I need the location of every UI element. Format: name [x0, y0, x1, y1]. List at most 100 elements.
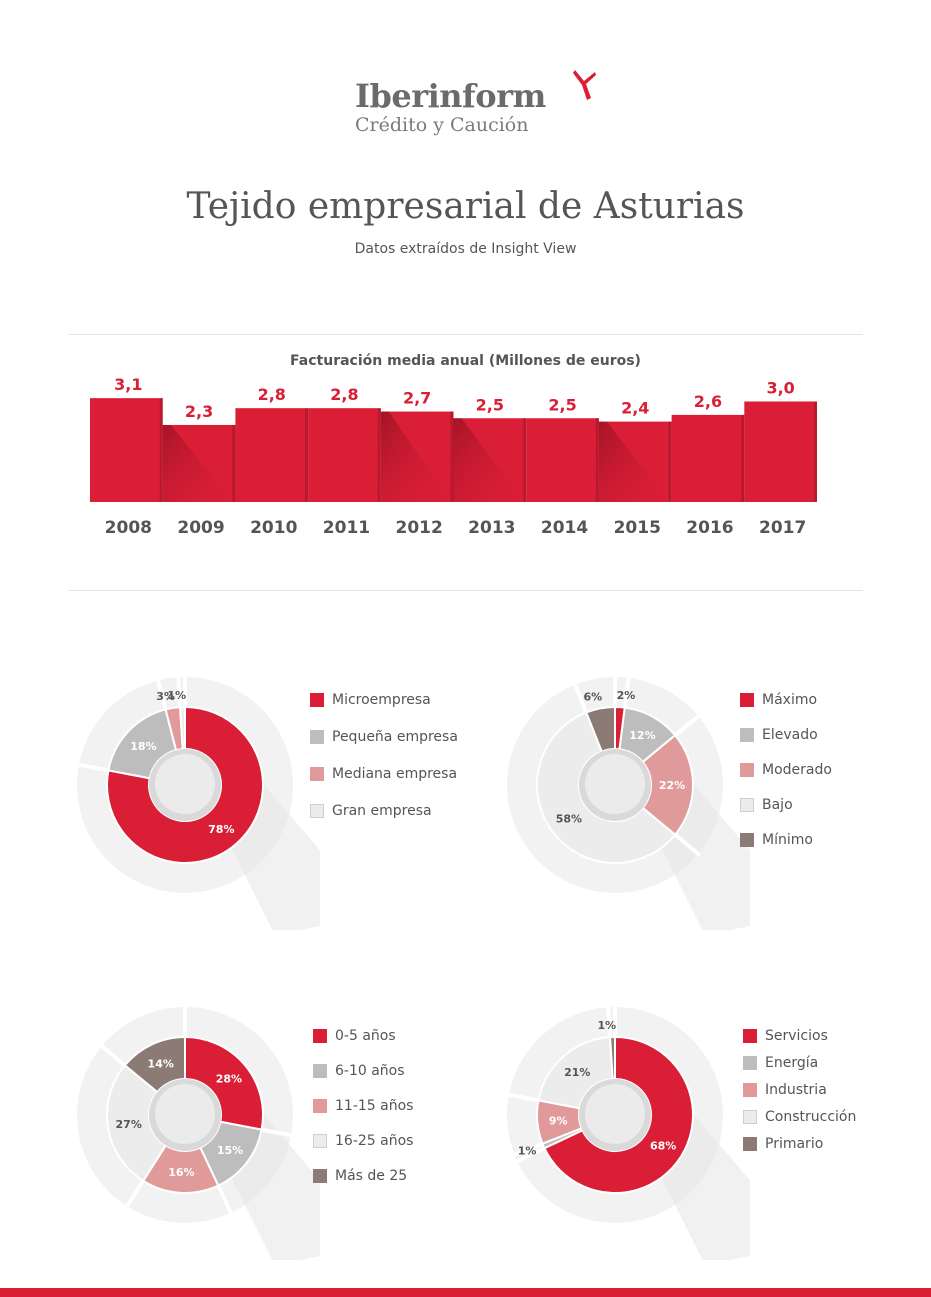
bar-category-label: 2014: [541, 518, 588, 538]
bar-category-label: 2011: [323, 518, 370, 538]
donut-value-label: 9%: [549, 1114, 568, 1127]
bar-value-label: 2,6: [694, 392, 722, 411]
legend-swatch: [740, 763, 754, 777]
legend-label: Microempresa: [332, 692, 431, 708]
legend-label: 0-5 años: [335, 1028, 396, 1044]
donut-value-label: 15%: [217, 1144, 243, 1157]
bar-value-label: 2,4: [621, 399, 649, 418]
bar-side: [232, 424, 236, 502]
divider: [68, 590, 863, 591]
donut-chart-risk: 2% 12% 22% 58% 6%: [507, 675, 750, 930]
brand-tagline: Crédito y Caución: [355, 114, 529, 136]
donut-separator: [572, 681, 589, 714]
bar-category-label: 2009: [177, 518, 224, 538]
donut-hub: [585, 754, 645, 814]
bar-side: [450, 411, 454, 502]
bar-category-label: 2016: [686, 518, 733, 538]
bar-2016: [671, 414, 745, 502]
bar-value-label: 2,8: [258, 385, 286, 404]
donut-separator: [216, 1184, 234, 1216]
bar-side: [814, 401, 817, 502]
legend-label: Industria: [765, 1082, 827, 1098]
legend-swatch: [313, 1169, 327, 1183]
donut-separator: [511, 1141, 544, 1158]
legend-label: Pequeña empresa: [332, 729, 458, 745]
legend-label: Gran empresa: [332, 803, 432, 819]
legend-label: Servicios: [765, 1028, 828, 1044]
donut-separator: [261, 1127, 294, 1138]
bar-chart-title: Facturación media anual (Millones de eur…: [290, 353, 641, 369]
bar-value-label: 2,3: [185, 402, 213, 421]
legend-label: Más de 25: [335, 1168, 408, 1184]
legend-swatch: [740, 798, 754, 812]
bar-category-label: 2012: [395, 518, 442, 538]
legend-swatch: [740, 728, 754, 742]
donut-value-label: 16%: [168, 1166, 194, 1179]
donut-value-label: 27%: [116, 1118, 142, 1131]
donut-hub: [155, 1084, 215, 1144]
donut-hub: [155, 754, 215, 814]
legend-label: Primario: [765, 1136, 824, 1152]
donut-hub: [585, 1084, 645, 1144]
legend-label: Mínimo: [762, 832, 813, 848]
donut-value-label: 68%: [650, 1140, 676, 1153]
divider: [68, 334, 863, 335]
legend-swatch: [740, 833, 754, 847]
legend-swatch: [313, 1064, 327, 1078]
donut-value-label: 14%: [148, 1057, 174, 1070]
bar-shadow: [453, 418, 524, 502]
legend-swatch: [310, 767, 324, 781]
legend-label: Bajo: [762, 797, 793, 813]
legend-label: 16-25 años: [335, 1133, 414, 1149]
donut-separator: [176, 675, 183, 708]
legend-label: Máximo: [762, 692, 818, 708]
bar-side: [159, 398, 163, 502]
bar-value-label: 3,1: [114, 375, 142, 394]
bar-2011: [308, 408, 381, 502]
bar-value-label: 2,5: [476, 395, 504, 414]
footer-bar: [0, 1288, 931, 1297]
donut-separator: [98, 1043, 127, 1067]
legend-swatch: [743, 1029, 757, 1043]
donut-slice-4: [536, 711, 677, 864]
legend-swatch: [743, 1110, 757, 1124]
legend-swatch: [743, 1083, 757, 1097]
donut-value-label: 1%: [167, 689, 186, 702]
bar-value-label: 2,5: [548, 395, 576, 414]
donut-value-label: 1%: [597, 1019, 616, 1032]
bar-side: [523, 418, 527, 502]
bar-category-label: 2017: [759, 518, 806, 538]
donut-separator: [606, 1005, 613, 1038]
bar-2014: [526, 418, 599, 502]
bar-side: [668, 421, 672, 502]
bar-category-label: 2013: [468, 518, 515, 538]
legend-swatch: [313, 1099, 327, 1113]
bar-shadow: [598, 421, 669, 502]
bar-value-label: 2,8: [330, 385, 358, 404]
bar-side: [741, 414, 745, 502]
page-subtitle: Datos extraídos de Insight View: [354, 241, 577, 257]
bar-category-label: 2015: [614, 518, 661, 538]
bar-side: [595, 418, 599, 502]
legend-swatch: [313, 1134, 327, 1148]
donut-value-label: 28%: [216, 1073, 242, 1086]
bar-shadow: [162, 424, 233, 502]
legend-swatch: [313, 1029, 327, 1043]
bar-side: [305, 408, 309, 502]
donut-chart-company-size: 78% 18% 3%1%: [76, 675, 320, 930]
legend-label: Construcción: [765, 1109, 857, 1125]
bar-shadow: [380, 411, 451, 502]
legend-swatch: [310, 693, 324, 707]
bar-2008: [90, 398, 163, 502]
logo: Iberinform Crédito y Caución: [355, 70, 596, 136]
donut-separator: [514, 1146, 546, 1164]
donut-separator: [506, 1092, 539, 1103]
page-title: Tejido empresarial de Asturias: [186, 186, 745, 227]
donut-value-label: 21%: [564, 1066, 590, 1079]
donut-chart-age: 28% 15% 16% 27% 14%: [77, 1005, 320, 1260]
legend-label: Elevado: [762, 727, 818, 743]
donut-value-label: 12%: [629, 729, 655, 742]
bar-category-label: 2010: [250, 518, 297, 538]
donut-value-label: 3%: [156, 690, 175, 703]
donut-separator: [622, 675, 631, 708]
